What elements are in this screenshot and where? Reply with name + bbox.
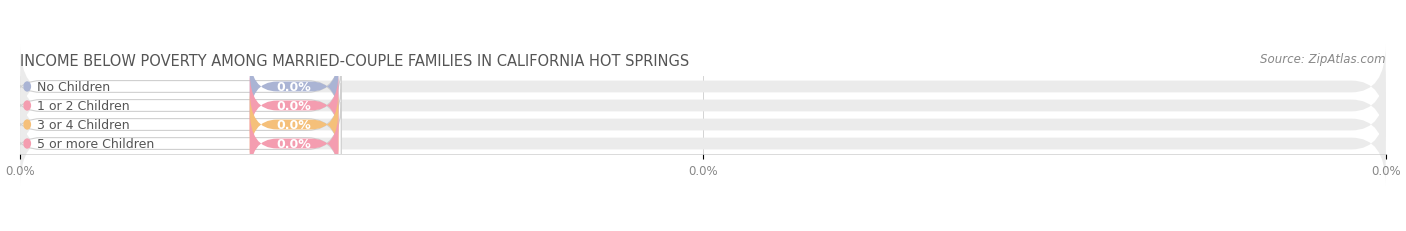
Text: INCOME BELOW POVERTY AMONG MARRIED-COUPLE FAMILIES IN CALIFORNIA HOT SPRINGS: INCOME BELOW POVERTY AMONG MARRIED-COUPL… (20, 54, 689, 69)
FancyBboxPatch shape (20, 64, 1386, 148)
Text: 0.0%: 0.0% (277, 81, 312, 94)
Circle shape (24, 140, 31, 148)
FancyBboxPatch shape (20, 102, 1386, 185)
Text: 1 or 2 Children: 1 or 2 Children (37, 100, 129, 112)
FancyBboxPatch shape (7, 46, 342, 129)
Text: Source: ZipAtlas.com: Source: ZipAtlas.com (1260, 53, 1386, 66)
FancyBboxPatch shape (250, 92, 339, 158)
FancyBboxPatch shape (250, 111, 339, 177)
Circle shape (24, 121, 31, 129)
Circle shape (24, 83, 31, 91)
Text: No Children: No Children (37, 81, 110, 94)
Circle shape (24, 102, 31, 110)
FancyBboxPatch shape (7, 102, 342, 185)
FancyBboxPatch shape (7, 64, 342, 148)
Text: 0.0%: 0.0% (277, 100, 312, 112)
Text: 3 or 4 Children: 3 or 4 Children (37, 119, 129, 131)
FancyBboxPatch shape (7, 83, 342, 167)
FancyBboxPatch shape (250, 73, 339, 139)
Text: 5 or more Children: 5 or more Children (37, 137, 155, 150)
FancyBboxPatch shape (250, 54, 339, 120)
Text: 0.0%: 0.0% (277, 137, 312, 150)
FancyBboxPatch shape (20, 83, 1386, 167)
FancyBboxPatch shape (20, 46, 1386, 129)
Text: 0.0%: 0.0% (277, 119, 312, 131)
